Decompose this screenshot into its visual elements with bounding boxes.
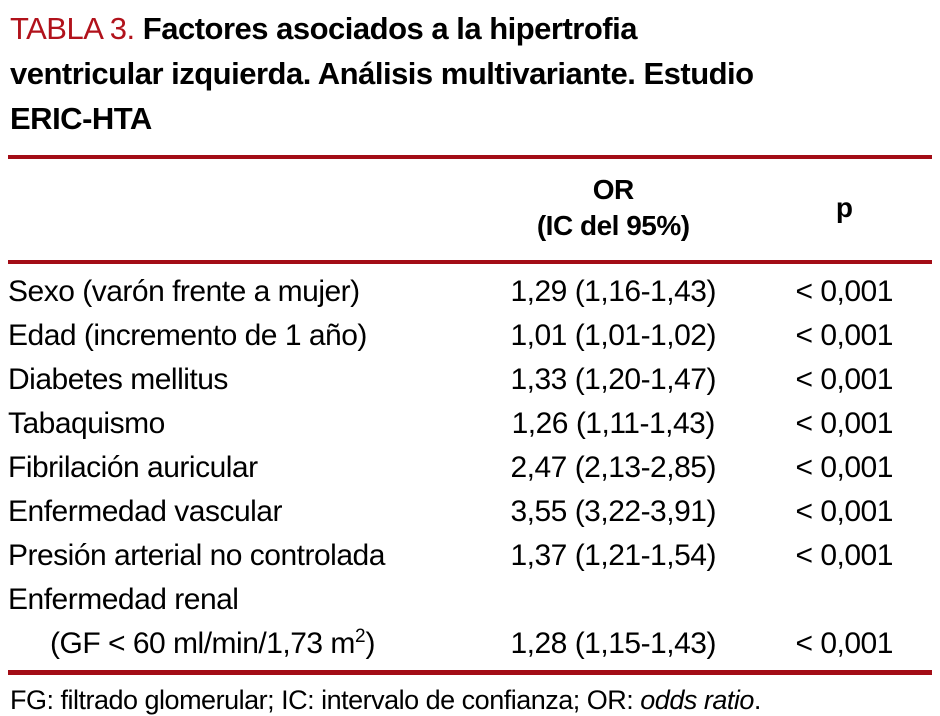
row-label: Diabetes mellitus	[8, 363, 228, 396]
row-p-value: < 0,001	[795, 539, 894, 572]
table-row-renal-line1: Enfermedad renal	[8, 578, 932, 622]
header-row: OR (IC del 95%) p	[8, 157, 932, 262]
row-label: Sexo (varón frente a mujer)	[8, 275, 360, 308]
footnote-odds-ratio-italic: odds ratio	[640, 685, 754, 715]
row-or-empty	[470, 578, 756, 622]
table-title-line2: ventricular izquierda. Análisis multivar…	[10, 56, 754, 91]
row-or-value: 1,37 (1,21-1,54)	[510, 539, 716, 572]
footnote-abbreviations: FG: filtrado glomerular; IC: intervalo d…	[10, 685, 641, 715]
row-p-empty	[756, 578, 932, 622]
results-table-body: Sexo (varón frente a mujer) 1,29 (1,16-1…	[8, 262, 932, 673]
row-label: Edad (incremento de 1 año)	[8, 319, 367, 352]
header-empty-cell	[8, 157, 470, 262]
row-or-value: 1,29 (1,16-1,43)	[510, 275, 716, 308]
row-or-value: 1,28 (1,15-1,43)	[510, 627, 716, 660]
row-p-value: < 0,001	[795, 451, 894, 484]
superscript-2: 2	[354, 626, 366, 647]
table-row: Tabaquismo 1,26 (1,11-1,43) < 0,001	[8, 402, 932, 446]
row-p-value: < 0,001	[795, 275, 894, 308]
table-footnote: FG: filtrado glomerular; IC: intervalo d…	[10, 680, 932, 716]
row-label-continuation: (GF < 60 ml/min/1,73 m2)	[8, 622, 470, 673]
header-or-line1: OR	[592, 174, 635, 205]
table-row: Enfermedad vascular 3,55 (3,22-3,91) < 0…	[8, 490, 932, 534]
row-p-value: < 0,001	[795, 363, 894, 396]
row-label: Presión arterial no controlada	[8, 539, 385, 572]
header-or-ci: OR (IC del 95%)	[470, 157, 756, 262]
table-row: Fibrilación auricular 2,47 (2,13-2,85) <…	[8, 446, 932, 490]
table-title: TABLA 3. Factores asociados a la hipertr…	[10, 6, 920, 141]
table-title-line1: Factores asociados a la hipertrofia	[142, 11, 638, 46]
table-row: Edad (incremento de 1 año) 1,01 (1,01-1,…	[8, 314, 932, 358]
renal-criteria-text: (GF < 60 ml/min/1,73 m	[50, 627, 355, 660]
results-table: OR (IC del 95%) p Sexo (varón frente a m…	[8, 155, 932, 675]
table-number-label: TABLA 3.	[10, 11, 135, 46]
row-p-value: < 0,001	[795, 627, 894, 660]
row-p-value: < 0,001	[795, 319, 894, 352]
row-or-value: 1,01 (1,01-1,02)	[510, 319, 716, 352]
footnote-period: .	[753, 685, 762, 715]
header-or-line2: (IC del 95%)	[536, 210, 690, 241]
row-or-value: 2,47 (2,13-2,85)	[510, 451, 716, 484]
row-p-value: < 0,001	[795, 407, 894, 440]
table-row: Presión arterial no controlada 1,37 (1,2…	[8, 534, 932, 578]
row-or-value: 1,26 (1,11-1,43)	[511, 407, 716, 440]
renal-criteria-close-paren: )	[365, 627, 376, 660]
table-row: Diabetes mellitus 1,33 (1,20-1,47) < 0,0…	[8, 358, 932, 402]
table-row-renal-line2: (GF < 60 ml/min/1,73 m2) 1,28 (1,15-1,43…	[8, 622, 932, 673]
row-label: Tabaquismo	[8, 407, 165, 440]
table-row: Sexo (varón frente a mujer) 1,29 (1,16-1…	[8, 262, 932, 314]
header-p: p	[835, 192, 853, 223]
row-p-value: < 0,001	[795, 495, 894, 528]
row-label: Enfermedad renal	[8, 583, 239, 616]
results-table-head: OR (IC del 95%) p	[8, 157, 932, 262]
row-label: Fibrilación auricular	[8, 451, 258, 484]
table-title-line3: ERIC-HTA	[10, 101, 152, 136]
row-or-value: 1,33 (1,20-1,47)	[510, 363, 716, 396]
row-label: Enfermedad vascular	[8, 495, 282, 528]
row-or-value: 3,55 (3,22-3,91)	[510, 495, 716, 528]
